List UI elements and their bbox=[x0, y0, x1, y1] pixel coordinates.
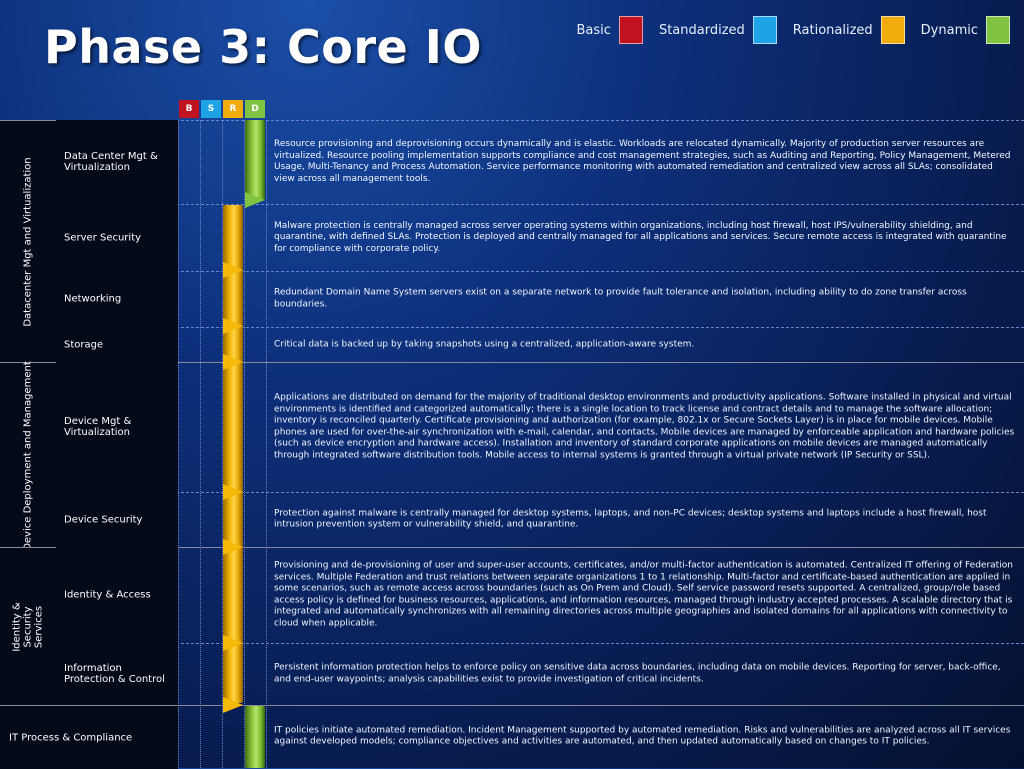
row-label: Server Security bbox=[64, 232, 142, 243]
row-label: Information Protection & Control bbox=[64, 663, 165, 685]
legend-label: Rationalized bbox=[792, 22, 873, 38]
bar-arrow bbox=[223, 635, 243, 651]
row-device-mgt: Device Mgt & Virtualization Applications… bbox=[56, 362, 1024, 492]
column-divider bbox=[266, 120, 267, 768]
legend-item-standardized: Standardized bbox=[659, 16, 777, 44]
column-standardized bbox=[200, 120, 223, 768]
row-divider bbox=[56, 362, 1024, 363]
bar-arrow bbox=[223, 354, 243, 370]
row-networking: Networking Redundant Domain Name System … bbox=[56, 271, 1024, 327]
row-description: Persistent information protection helps … bbox=[274, 662, 1001, 685]
category-label: Device Deployment and Management bbox=[22, 360, 34, 551]
row-description: Redundant Domain Name System servers exi… bbox=[274, 287, 967, 310]
maturity-bar-rationalized bbox=[223, 205, 243, 703]
row-divider bbox=[56, 547, 1024, 548]
legend-item-dynamic: Dynamic bbox=[921, 16, 1010, 44]
row-it-process: IT policies initiate automated remediati… bbox=[56, 705, 1024, 768]
legend-item-basic: Basic bbox=[577, 16, 643, 44]
row-label-cell: Server Security bbox=[56, 204, 178, 271]
row-label: Networking bbox=[64, 293, 122, 305]
row-label: Storage bbox=[64, 339, 104, 350]
row-device-security: Device Security Protection against malwa… bbox=[56, 492, 1024, 547]
legend-label: Basic bbox=[576, 22, 611, 38]
row-server-security: Server Security Malware protection is ce… bbox=[56, 204, 1024, 271]
row-information-protection: Information Protection & Control Persist… bbox=[56, 643, 1024, 705]
row-datacenter-mgt: Data Center Mgt & Virtualization Resourc… bbox=[56, 120, 1024, 204]
legend-label: Standardized bbox=[658, 22, 745, 38]
row-description: IT policies initiate automated remediati… bbox=[274, 725, 1011, 747]
category-it-process: IT Process & Compliance bbox=[0, 705, 178, 769]
bar-arrow bbox=[223, 539, 243, 555]
column-header-standardized: S bbox=[201, 100, 221, 118]
legend-swatch-rationalized bbox=[880, 16, 905, 44]
row-description: Provisioning and de-provisioning of user… bbox=[274, 560, 1013, 629]
row-label-cell: Storage bbox=[56, 327, 178, 362]
column-basic bbox=[178, 120, 201, 768]
bar-arrow bbox=[223, 262, 243, 278]
category-label: Identity & Security Services bbox=[11, 602, 45, 652]
maturity-legend: Basic Standardized Rationalized Dynamic bbox=[561, 16, 1010, 44]
row-description: Critical data is backed up by taking sna… bbox=[274, 338, 695, 349]
maturity-bar-dynamic bbox=[245, 706, 265, 768]
row-label: Device Security bbox=[64, 514, 143, 525]
row-label-cell: Networking bbox=[56, 271, 178, 327]
row-description: Resource provisioning and deprovisioning… bbox=[274, 139, 1011, 184]
column-dynamic bbox=[244, 120, 267, 768]
row-description: Protection against malware is centrally … bbox=[274, 508, 987, 530]
row-divider bbox=[56, 204, 1024, 205]
category-label: Datacenter Mgt and Virtualization bbox=[22, 157, 34, 327]
row-label-cell: Information Protection & Control bbox=[56, 643, 178, 705]
legend-swatch-dynamic bbox=[986, 16, 1010, 44]
row-identity-access: Identity & Access Provisioning and de-pr… bbox=[56, 547, 1024, 643]
row-label-cell: Device Mgt & Virtualization bbox=[56, 362, 178, 492]
column-header-dynamic: D bbox=[245, 100, 265, 118]
row-divider bbox=[56, 492, 1024, 493]
row-divider bbox=[56, 327, 1024, 328]
category-identity: Identity & Security Services bbox=[0, 547, 57, 706]
row-label: Device Mgt & Virtualization bbox=[64, 416, 132, 438]
row-divider bbox=[56, 271, 1024, 272]
legend-swatch-basic bbox=[618, 16, 643, 44]
row-storage: Storage Critical data is backed up by ta… bbox=[56, 327, 1024, 362]
maturity-bar-dynamic bbox=[245, 120, 265, 200]
row-description: Malware protection is centrally managed … bbox=[274, 220, 1007, 254]
bar-arrow bbox=[245, 192, 265, 208]
row-description: Applications are distributed on demand f… bbox=[274, 392, 1015, 461]
row-label: Data Center Mgt & Virtualization bbox=[64, 151, 158, 173]
category-device: Device Deployment and Management bbox=[0, 360, 57, 551]
bar-arrow bbox=[223, 318, 243, 334]
page-title: Phase 3: Core IO bbox=[44, 20, 482, 74]
row-divider bbox=[56, 120, 1024, 121]
column-header-rationalized: R bbox=[223, 100, 243, 118]
legend-item-rationalized: Rationalized bbox=[793, 16, 905, 44]
legend-label: Dynamic bbox=[920, 22, 978, 38]
column-rationalized bbox=[222, 120, 245, 768]
legend-swatch-standardized bbox=[752, 16, 777, 44]
row-label-cell: Device Security bbox=[56, 492, 178, 547]
row-label-cell: Identity & Access bbox=[56, 547, 178, 643]
row-divider bbox=[56, 705, 1024, 706]
row-divider bbox=[56, 643, 1024, 644]
bar-arrow bbox=[223, 697, 243, 713]
bar-arrow bbox=[223, 484, 243, 500]
column-header-basic: B bbox=[179, 100, 199, 118]
category-label: IT Process & Compliance bbox=[9, 732, 133, 743]
row-label: Identity & Access bbox=[64, 589, 151, 601]
row-label-cell: Data Center Mgt & Virtualization bbox=[56, 120, 178, 204]
category-datacenter: Datacenter Mgt and Virtualization bbox=[0, 120, 57, 363]
